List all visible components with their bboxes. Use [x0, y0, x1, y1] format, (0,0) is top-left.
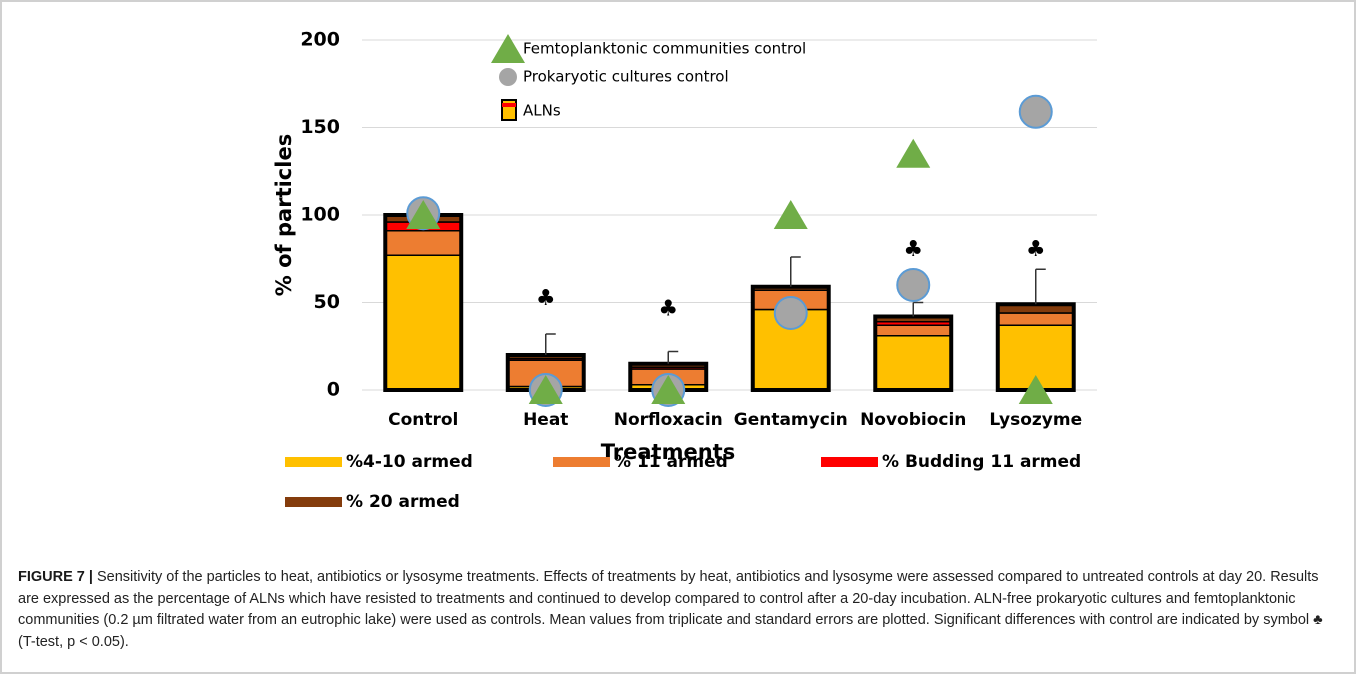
triangle-marker: [651, 375, 686, 404]
bar-segment: [384, 254, 462, 391]
legend-label: ALNs: [523, 102, 561, 120]
caption: FIGURE 7 | Sensitivity of the particles …: [18, 567, 1338, 653]
legend-label: %4-10 armed: [346, 452, 473, 472]
y-tick-label: 50: [314, 291, 340, 313]
triangle-marker: [896, 138, 931, 168]
y-tick-label: 100: [300, 204, 340, 226]
x-axis-title: Treatments: [601, 440, 735, 464]
legend-label: % 11 armed: [614, 452, 728, 472]
legend-swatch: [285, 497, 342, 507]
significance-symbol: ♣: [658, 297, 678, 322]
legend-label: % Budding 11 armed: [882, 452, 1081, 472]
x-tick-label: Gentamycin: [734, 410, 848, 430]
legend-swatch: [821, 457, 878, 467]
triangle-marker: [773, 200, 808, 229]
x-tick-label: Novobiocin: [860, 410, 966, 430]
bar-segment: [874, 324, 952, 337]
x-tick-label: Lysozyme: [989, 410, 1082, 430]
legend-label: Femtoplanktonic communities control: [523, 40, 806, 58]
legend-swatch: [285, 457, 342, 467]
circle-marker: [896, 268, 931, 302]
legend-swatch: [553, 457, 610, 467]
caption-text: Sensitivity of the particles to heat, an…: [18, 569, 1323, 650]
y-tick-label: 150: [300, 116, 340, 138]
x-tick-label: Control: [388, 410, 458, 430]
x-tick-label: Heat: [523, 410, 568, 430]
caption-label: FIGURE 7 |: [18, 569, 93, 585]
legend-marker: [499, 68, 517, 86]
legend-icon: [502, 103, 516, 107]
bar-segment: [384, 230, 462, 256]
triangle-marker: [528, 375, 563, 404]
chart: % of particles Treatments 0 50 100 150 200 Co…: [272, 29, 1097, 512]
significance-symbol: ♣: [1026, 237, 1046, 262]
legend-label: Prokaryotic cultures control: [523, 68, 729, 86]
significance-symbol: ♣: [536, 286, 556, 311]
y-tick-label: 200: [300, 29, 340, 51]
legend-label: % 20 armed: [346, 492, 460, 512]
legend-marker: [491, 34, 525, 63]
bar-segment: [874, 335, 952, 391]
x-tick-label: Norfloxacin: [614, 410, 723, 430]
bar-segment: [997, 312, 1075, 326]
triangle-marker: [1018, 375, 1053, 404]
triangle-marker: [406, 200, 441, 229]
y-axis-title: % of particles: [272, 134, 296, 296]
y-tick-label: 0: [327, 379, 340, 401]
circle-marker: [773, 296, 808, 330]
circle-marker: [1018, 94, 1053, 129]
significance-symbol: ♣: [903, 237, 923, 262]
